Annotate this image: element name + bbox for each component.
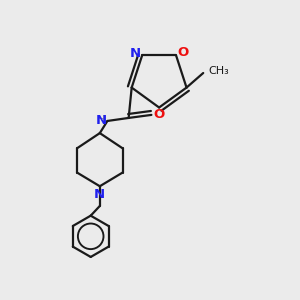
Text: H: H	[97, 115, 105, 125]
Text: O: O	[177, 46, 188, 59]
Text: N: N	[94, 188, 105, 201]
Text: N: N	[130, 47, 141, 60]
Text: O: O	[153, 108, 164, 121]
Text: N: N	[95, 114, 106, 127]
Text: CH₃: CH₃	[209, 67, 230, 76]
